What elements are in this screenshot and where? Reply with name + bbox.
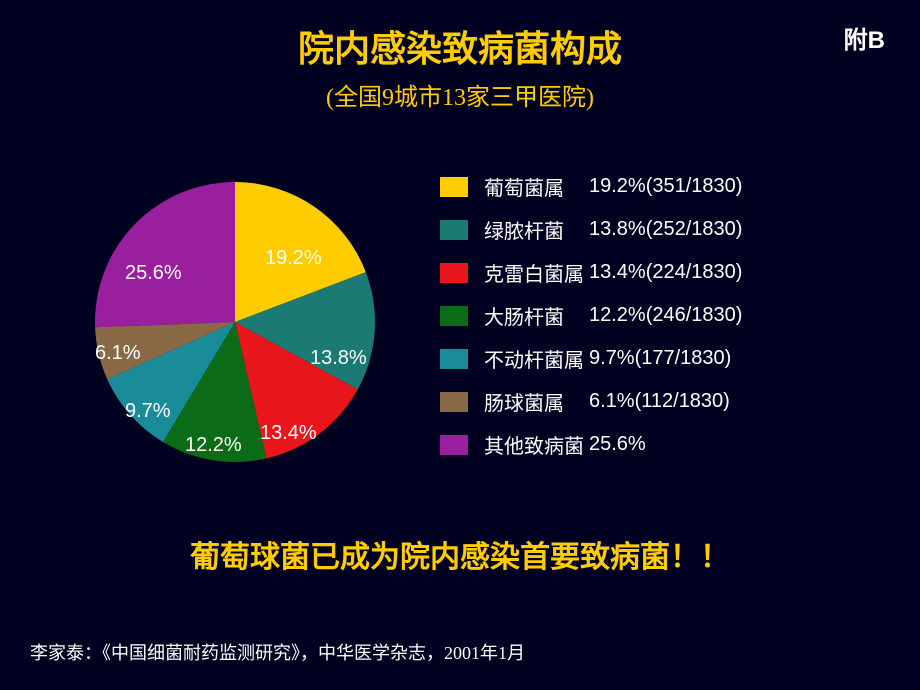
corner-label: 附B [844,20,885,55]
pie-slice-label: 25.6% [125,262,182,285]
pie-slice-label: 13.8% [310,347,367,370]
legend: 葡萄菌属19.2%(351/1830)绿脓杆菌13.8%(252/1830)克雷… [440,172,742,473]
legend-swatch [440,349,468,369]
legend-name: 大肠杆菌 [484,301,589,330]
legend-row: 大肠杆菌12.2%(246/1830) [440,301,742,330]
legend-name: 葡萄菌属 [484,172,589,201]
legend-name: 克雷白菌属 [484,258,589,287]
citation-text: 李家泰：《中国细菌耐药监测研究》，中华医学杂志，2001年1月 [30,639,525,665]
legend-row: 肠球菌属6.1%(112/1830) [440,387,742,416]
legend-row: 不动杆菌属9.7%(177/1830) [440,344,742,373]
legend-value: 9.7%(177/1830) [589,347,731,370]
legend-name: 其他致病菌 [484,430,589,459]
legend-value: 25.6% [589,433,646,456]
pie-slice-label: 19.2% [265,247,322,270]
pie-slice-label: 6.1% [95,342,141,365]
legend-value: 13.4%(224/1830) [589,261,742,284]
legend-row: 葡萄菌属19.2%(351/1830) [440,172,742,201]
page-subtitle: (全国9城市13家三甲医院) [0,72,920,112]
pie-slice-label: 13.4% [260,422,317,445]
legend-value: 13.8%(252/1830) [589,218,742,241]
legend-swatch [440,392,468,412]
legend-row: 克雷白菌属13.4%(224/1830) [440,258,742,287]
legend-swatch [440,263,468,283]
legend-swatch [440,435,468,455]
legend-row: 其他致病菌25.6% [440,430,742,459]
pie-slice [95,182,235,327]
legend-value: 19.2%(351/1830) [589,175,742,198]
pie-slice-label: 9.7% [125,400,171,423]
legend-name: 不动杆菌属 [484,344,589,373]
legend-name: 肠球菌属 [484,387,589,416]
legend-value: 6.1%(112/1830) [589,390,730,413]
legend-value: 12.2%(246/1830) [589,304,742,327]
pie-slice-label: 12.2% [185,434,242,457]
legend-swatch [440,220,468,240]
conclusion-text: 葡萄球菌已成为院内感染首要致病菌！！ [0,532,920,576]
legend-swatch [440,306,468,326]
legend-swatch [440,177,468,197]
page-title: 院内感染致病菌构成 [0,0,920,72]
legend-name: 绿脓杆菌 [484,215,589,244]
legend-row: 绿脓杆菌13.8%(252/1830) [440,215,742,244]
chart-area: 19.2% 13.8% 13.4% 12.2% 9.7% 6.1% 25.6% 葡萄菌属19… [0,142,920,522]
